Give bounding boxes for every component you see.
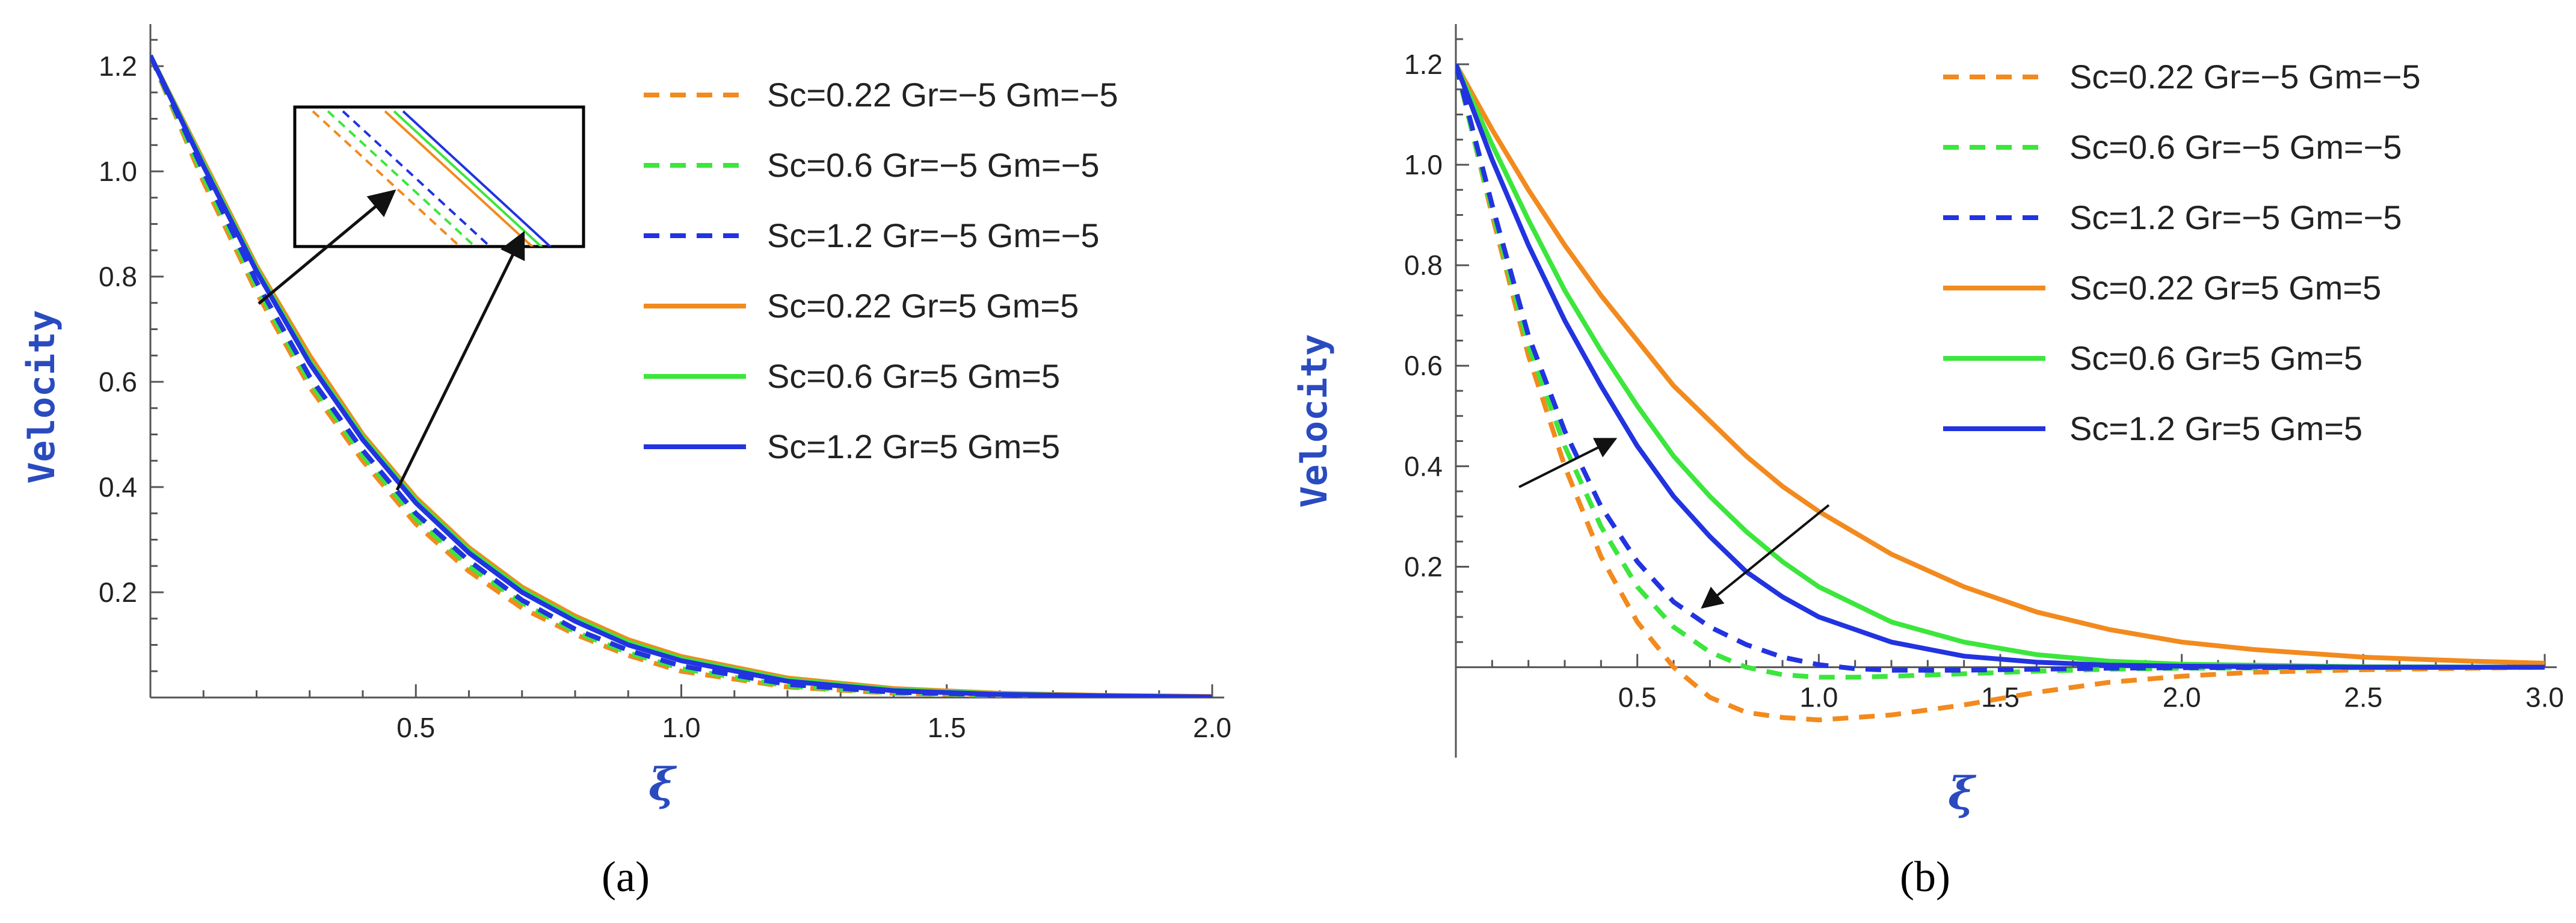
b-x-tick-label: 1.0 bbox=[1799, 682, 1838, 713]
a-inset-series-4 bbox=[384, 110, 534, 247]
b-x-tick-label: 2.0 bbox=[2163, 682, 2201, 713]
a-zoom-arrow-2 bbox=[395, 230, 525, 491]
a-inset-series-3 bbox=[342, 110, 492, 247]
a-y-tick-label: 0.8 bbox=[99, 261, 137, 292]
a-y-tick-label: 1.0 bbox=[99, 156, 137, 187]
b-series-line-2 bbox=[1456, 63, 2545, 680]
a-inset-series-5 bbox=[393, 110, 543, 247]
b-series-line-4 bbox=[1456, 63, 2545, 666]
a-x-tick-label: 0.5 bbox=[396, 712, 435, 743]
a-inset-frame bbox=[293, 105, 585, 248]
b-x-tick-label: 2.5 bbox=[2344, 682, 2382, 713]
a-y-tick-label: 0.4 bbox=[99, 471, 137, 503]
a-zoom-arrow-1 bbox=[257, 189, 396, 305]
b-legend-label-3: Sc=1.2 Gr=−5 Gm=−5 bbox=[2069, 198, 2402, 236]
b-legend: Sc=0.22 Gr=−5 Gm=−5 Sc=0.6 Gr=−5 Gm=−5 Sc=… bbox=[1518, 58, 2421, 609]
a-legend-label-4: Sc=0.22 Gr=5 Gm=5 bbox=[767, 287, 1079, 325]
a-inset-series-1 bbox=[312, 110, 462, 247]
a-legend-label-5: Sc=0.6 Gr=5 Gm=5 bbox=[767, 357, 1060, 395]
a-y-axis-title: Velocity bbox=[21, 310, 63, 484]
a-x-tick-label: 2.0 bbox=[1193, 712, 1231, 743]
b-y-tick-label: 0.2 bbox=[1404, 551, 1443, 582]
b-legend-label-2: Sc=0.6 Gr=−5 Gm=−5 bbox=[2069, 128, 2402, 166]
a-x-tick-label: 1.5 bbox=[928, 712, 966, 743]
a-y-tick-label: 0.2 bbox=[99, 577, 137, 608]
b-trend-arrow-up bbox=[1518, 438, 1618, 488]
a-y-tick-label: 0.6 bbox=[99, 366, 137, 397]
b-y-tick-label: 0.4 bbox=[1404, 450, 1443, 482]
b-legend-label-6: Sc=1.2 Gr=5 Gm=5 bbox=[2069, 409, 2362, 447]
a-series bbox=[150, 54, 1213, 698]
b-legend-label-5: Sc=0.6 Gr=5 Gm=5 bbox=[2069, 339, 2362, 377]
a-inset-lines bbox=[312, 110, 552, 247]
b-x-axis-title: ξ bbox=[1948, 768, 1977, 820]
b-trend-arrow-down bbox=[1701, 504, 1830, 609]
b-y-tick-label: 1.0 bbox=[1404, 149, 1443, 180]
b-legend-label-1: Sc=0.22 Gr=−5 Gm=−5 bbox=[2069, 58, 2421, 96]
a-panel-label: (a) bbox=[602, 853, 650, 901]
a-legend-label-6: Sc=1.2 Gr=5 Gm=5 bbox=[767, 428, 1060, 465]
a-inset-series-2 bbox=[327, 110, 477, 247]
a-x-tick-label: 1.0 bbox=[662, 712, 701, 743]
a-inset-series-6 bbox=[402, 110, 552, 247]
b-series-line-5 bbox=[1456, 63, 2545, 670]
a-x-axis-title: ξ bbox=[649, 759, 677, 811]
b-series-line-3 bbox=[1456, 63, 2545, 673]
b-y-axis-title: Velocity bbox=[1293, 334, 1336, 508]
b-legend-label-4: Sc=0.22 Gr=5 Gm=5 bbox=[2069, 269, 2381, 307]
panel-b: 0.5 1.0 1.5 2.0 2.5 3.00.20.40.60.81.01.2 Sc=… bbox=[1293, 24, 2564, 901]
a-axes: 0.5 1.0 1.5 2.0 0.2 0.4 0.6 0.8 1.0 1.2 bbox=[99, 24, 1231, 743]
b-y-tick-label: 0.8 bbox=[1404, 250, 1443, 281]
a-legend-label-3: Sc=1.2 Gr=−5 Gm=−5 bbox=[767, 216, 1100, 254]
a-legend: Sc=0.22 Gr=−5 Gm=−5 Sc=0.6 Gr=−5 Gm=−5 Sc=… bbox=[644, 76, 1118, 465]
b-x-tick-label: 0.5 bbox=[1618, 682, 1657, 713]
b-series-line-6 bbox=[1456, 63, 2545, 670]
b-series bbox=[1456, 63, 2545, 723]
a-series-line-3 bbox=[150, 54, 1213, 698]
b-y-tick-label: 1.2 bbox=[1404, 49, 1443, 80]
a-series-line-6 bbox=[150, 54, 1213, 698]
a-inset bbox=[257, 105, 585, 491]
b-axes: 0.5 1.0 1.5 2.0 2.5 3.00.20.40.60.81.01.2 bbox=[1404, 24, 2564, 758]
b-x-tick-label: 3.0 bbox=[2525, 682, 2564, 713]
a-y-tick-label: 1.2 bbox=[99, 51, 137, 82]
b-panel-label: (b) bbox=[1900, 853, 1950, 901]
b-y-tick-label: 0.6 bbox=[1404, 350, 1443, 381]
a-legend-label-2: Sc=0.6 Gr=−5 Gm=−5 bbox=[767, 146, 1100, 184]
b-series-line-1 bbox=[1456, 63, 2545, 723]
panel-a: 0.5 1.0 1.5 2.0 0.2 0.4 0.6 0.8 1.0 1.2 Sc=0.22 G… bbox=[21, 24, 1231, 901]
a-legend-label-1: Sc=0.22 Gr=−5 Gm=−5 bbox=[767, 76, 1118, 114]
